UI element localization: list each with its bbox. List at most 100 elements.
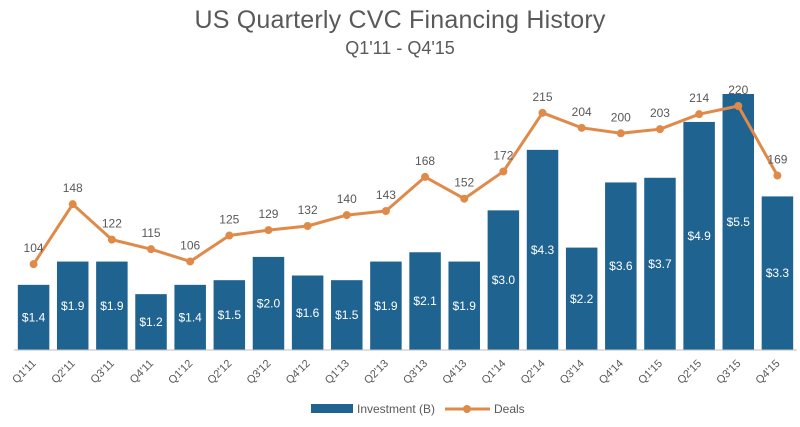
bar-value-label: $3.6 [609, 259, 633, 273]
deals-point [695, 110, 704, 119]
deals-value-label: 220 [728, 83, 748, 97]
deals-point [68, 200, 77, 209]
bar-value-label: $2.1 [413, 294, 437, 308]
deals-point [147, 245, 156, 254]
x-tick-label: Q2'12 [205, 358, 234, 387]
deals-value-label: 200 [611, 110, 631, 124]
deals-value-label: 148 [63, 181, 83, 195]
deals-point [655, 125, 664, 134]
bar-2 [96, 261, 128, 350]
deals-value-label: 140 [337, 192, 357, 206]
x-tick-label: Q4'13 [440, 358, 469, 387]
deals-value-label: 106 [180, 238, 200, 252]
deals-point [734, 102, 743, 110]
bars-layer: $1.4 $1.9 $1.9 $1.2 $1.4 $1.5 $2.0 $1.6 $1.5 $1.9… [17, 94, 794, 350]
bar-value-label: $1.4 [22, 310, 46, 324]
bar-9 [370, 261, 402, 350]
bar-value-label: $1.9 [453, 299, 477, 313]
deals-value-label: 125 [219, 213, 239, 227]
bar-3 [135, 294, 167, 350]
chart-subtitle: Q1'11 - Q4'15 [345, 38, 455, 58]
deals-value-label: 214 [689, 91, 709, 105]
bar-value-label: $1.5 [218, 308, 242, 322]
bar-value-label: $3.7 [648, 257, 672, 271]
deals-value-label: 143 [376, 188, 396, 202]
bar-0 [17, 284, 50, 350]
bar-value-label: $1.9 [61, 299, 85, 313]
bar-value-label: $1.5 [335, 308, 359, 322]
deals-value-label: 215 [533, 90, 553, 104]
deals-point [303, 222, 312, 230]
deals-point [186, 257, 195, 266]
bar-value-label: $1.4 [178, 310, 202, 324]
bar-18 [722, 94, 755, 350]
x-tick-label: Q4'14 [597, 358, 626, 387]
x-tick-label: Q3'15 [714, 358, 743, 387]
x-tick-label: Q3'14 [558, 358, 587, 387]
deals-value-label: 132 [298, 203, 318, 217]
bar-value-label: $3.3 [766, 266, 790, 280]
bar-14 [565, 247, 598, 350]
bar-value-label: $2.0 [257, 296, 281, 310]
deals-value-label: 204 [572, 105, 592, 119]
bar-16 [644, 177, 676, 350]
bar-12 [487, 210, 520, 350]
deals-point [225, 231, 234, 240]
legend: Investment (B) Deals [311, 402, 525, 416]
bar-value-label: $2.2 [570, 292, 594, 306]
legend-marker-deals [463, 405, 471, 413]
bar-value-label: $5.5 [727, 215, 751, 229]
deals-point [264, 226, 273, 235]
deals-value-label: 115 [141, 226, 160, 240]
deals-point [29, 260, 38, 269]
bar-10 [409, 252, 441, 350]
deals-value-label: 152 [454, 176, 474, 190]
x-tick-label: Q2'13 [362, 358, 391, 387]
x-tick-label: Q2'11 [49, 358, 77, 386]
deals-point [499, 167, 508, 176]
x-tick-label: Q1'14 [479, 358, 508, 387]
deals-value-label: 129 [258, 207, 278, 221]
bar-7 [291, 275, 324, 350]
bar-value-label: $1.2 [139, 315, 163, 329]
bar-17 [683, 121, 715, 350]
deals-value-label: 122 [102, 217, 122, 231]
x-tick-label: Q4'12 [284, 358, 313, 387]
x-tick-label: Q1'11 [10, 358, 38, 386]
deals-point [421, 172, 430, 181]
deals-value-label: 203 [650, 106, 670, 120]
x-tick-label: Q2'15 [675, 358, 704, 387]
deals-point [342, 211, 351, 220]
deals-point [773, 171, 782, 180]
x-tick-label: Q1'13 [323, 358, 352, 387]
bar-15 [605, 182, 637, 350]
x-axis: Q1'11 Q2'11 Q3'11 Q4'11 Q1'12 Q2'12 Q3'12 Q4'12… [10, 349, 797, 387]
chart-title: US Quarterly CVC Financing History [194, 6, 606, 34]
bar-value-label: $4.9 [687, 229, 711, 243]
x-tick-label: Q3'12 [245, 358, 274, 387]
legend-label-deals: Deals [494, 402, 525, 416]
bar-13 [526, 149, 559, 350]
x-tick-label: Q1'12 [166, 358, 195, 387]
deals-point [381, 207, 390, 215]
legend-label-investment: Investment (B) [357, 402, 435, 416]
bar-11 [448, 261, 480, 350]
bar-value-label: $1.9 [100, 299, 124, 313]
x-tick-label: Q1'15 [636, 358, 665, 387]
bar-value-label: $1.6 [296, 306, 320, 320]
bar-8 [331, 280, 363, 350]
deals-value-label: 169 [767, 153, 787, 167]
bar-1 [56, 261, 89, 350]
bar-value-label: $1.9 [374, 299, 398, 313]
bar-5 [213, 280, 246, 350]
x-tick-label: Q4'11 [128, 358, 156, 386]
deals-value-label: 172 [493, 148, 513, 162]
line-layer: 104 148 122 115 106 125 129 132 140 143 168 152 172 2… [24, 83, 788, 269]
bar-value-label: $3.0 [492, 273, 516, 287]
deals-point [460, 194, 469, 203]
x-tick-label: Q2'14 [519, 358, 548, 387]
x-tick-label: Q3'13 [401, 358, 430, 387]
legend-swatch-investment [311, 404, 353, 413]
deals-point [577, 123, 586, 132]
